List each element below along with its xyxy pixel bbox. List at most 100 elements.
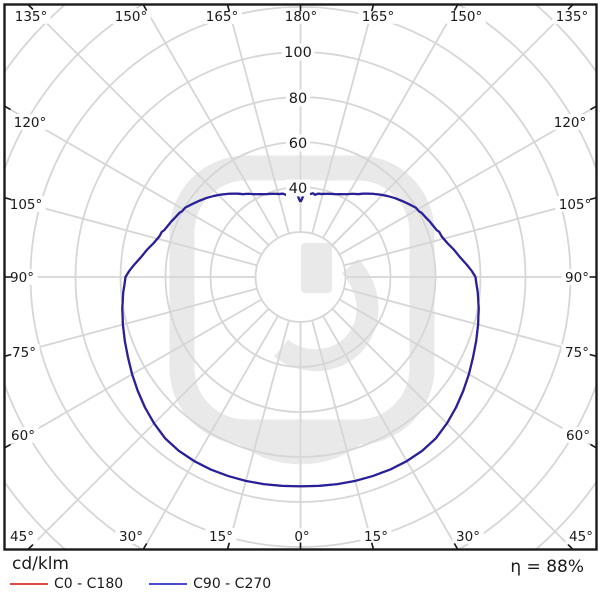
angle-label: 90° xyxy=(565,270,589,286)
frame-tick xyxy=(370,542,375,550)
angle-label-bg xyxy=(205,528,237,544)
grid-spoke xyxy=(226,5,290,234)
grid-spoke xyxy=(311,5,375,234)
angle-label-bg xyxy=(7,427,39,443)
grid-spoke xyxy=(5,105,262,256)
curve-c90-c270 xyxy=(121,192,480,488)
angle-label: 60° xyxy=(566,428,590,444)
angle-label-bg xyxy=(552,8,592,24)
grid-spoke xyxy=(311,320,375,549)
frame-tick xyxy=(567,3,574,11)
angle-label-bg xyxy=(8,344,40,360)
angle-label: 120° xyxy=(14,115,47,131)
grid-spoke xyxy=(226,320,290,549)
radial-label: 60 xyxy=(289,136,307,152)
frame-tick xyxy=(226,542,231,550)
grid-spoke xyxy=(339,298,596,449)
grid-spoke xyxy=(142,5,279,239)
frame-tick xyxy=(567,543,574,551)
angle-label: 135° xyxy=(15,9,48,25)
frame-tick xyxy=(226,4,231,12)
angle-label-bg xyxy=(290,528,314,544)
angle-label: 180° xyxy=(285,9,318,25)
angle-label-bg xyxy=(446,8,486,24)
frame-tick xyxy=(142,4,148,11)
intensity-curves xyxy=(121,192,480,488)
angle-label-bg xyxy=(202,8,242,24)
radial-label: 80 xyxy=(289,91,307,107)
angle-label: 165° xyxy=(206,9,239,25)
legend-item-c0-c180: C0 - C180 xyxy=(10,576,123,592)
angle-label: 120° xyxy=(554,115,587,131)
legend-label-c90-c270: C90 - C270 xyxy=(193,576,272,592)
angle-label-bg xyxy=(562,427,594,443)
angle-label: 60° xyxy=(11,428,35,444)
angle-label-bg xyxy=(550,114,590,130)
frame-tick xyxy=(4,353,12,358)
efficiency-label: η = 88% xyxy=(510,557,584,577)
grid-spoke xyxy=(339,105,596,256)
grid-spoke xyxy=(322,315,459,549)
frame-tick xyxy=(4,443,11,449)
grid-spoke xyxy=(343,287,596,357)
grid-spoke xyxy=(27,308,270,549)
legend-item-c90-c270: C90 - C270 xyxy=(149,576,271,592)
grid-spoke xyxy=(5,287,258,357)
angle-label: 105° xyxy=(559,197,592,213)
angle-label: 45° xyxy=(569,529,593,545)
frame-tick xyxy=(370,4,375,12)
angle-label-bg xyxy=(565,528,597,544)
frame-tick xyxy=(142,543,148,550)
radial-label-bg xyxy=(281,43,315,61)
angle-label-bg xyxy=(281,8,321,24)
angle-label-bg xyxy=(11,8,51,24)
angle-label: 30° xyxy=(456,529,480,545)
frame-tick xyxy=(590,105,597,111)
grid-spoke xyxy=(331,308,574,549)
angle-label: 15° xyxy=(209,529,233,545)
radial-label-bg xyxy=(286,179,310,197)
radial-label-bg xyxy=(286,89,310,107)
angle-label: 150° xyxy=(450,9,483,25)
angle-label: 105° xyxy=(10,197,43,213)
blue-line-swatch xyxy=(149,583,188,585)
radial-label-bg xyxy=(286,134,310,152)
frame-tick xyxy=(4,196,12,201)
angle-label: 90° xyxy=(10,270,34,286)
axis-labels: 135° 150° 165° 180° 165° 150° 135° 120° 105° 90° 7… xyxy=(6,8,597,545)
grid-spoke xyxy=(322,5,459,239)
unit-label: cd/klm xyxy=(12,554,69,574)
angle-label-bg xyxy=(111,8,151,24)
angle-label: 0° xyxy=(294,529,309,545)
legend-label-c0-c180: C0 - C180 xyxy=(54,576,124,592)
frame-tick xyxy=(453,543,459,550)
angle-label: 15° xyxy=(364,529,388,545)
angle-label-bg xyxy=(6,196,46,212)
angle-label-bg xyxy=(561,269,593,285)
angle-label: 135° xyxy=(556,9,589,25)
grid-spoke xyxy=(5,197,258,267)
grid-spoke xyxy=(5,298,262,449)
red-line-swatch xyxy=(10,583,48,585)
angle-label-bg xyxy=(561,344,593,360)
angle-label-bg xyxy=(6,269,38,285)
angle-label-bg xyxy=(10,114,50,130)
legend: C0 - C180 C90 - C270 xyxy=(10,576,271,592)
angle-label: 45° xyxy=(10,529,34,545)
frame-tick xyxy=(4,105,11,111)
angle-label: 165° xyxy=(362,9,395,25)
angle-label-bg xyxy=(555,196,595,212)
frame-tick xyxy=(453,4,459,11)
frame-tick xyxy=(589,196,597,201)
angle-label: 150° xyxy=(115,9,148,25)
angle-label-bg xyxy=(452,528,484,544)
angle-label-bg xyxy=(358,8,398,24)
frame-tick xyxy=(27,3,34,11)
angle-label-bg xyxy=(115,528,147,544)
grid-spoke xyxy=(142,315,279,549)
angle-label: 75° xyxy=(12,345,36,361)
frame-tick xyxy=(27,543,34,551)
radial-label: 100 xyxy=(284,45,312,61)
